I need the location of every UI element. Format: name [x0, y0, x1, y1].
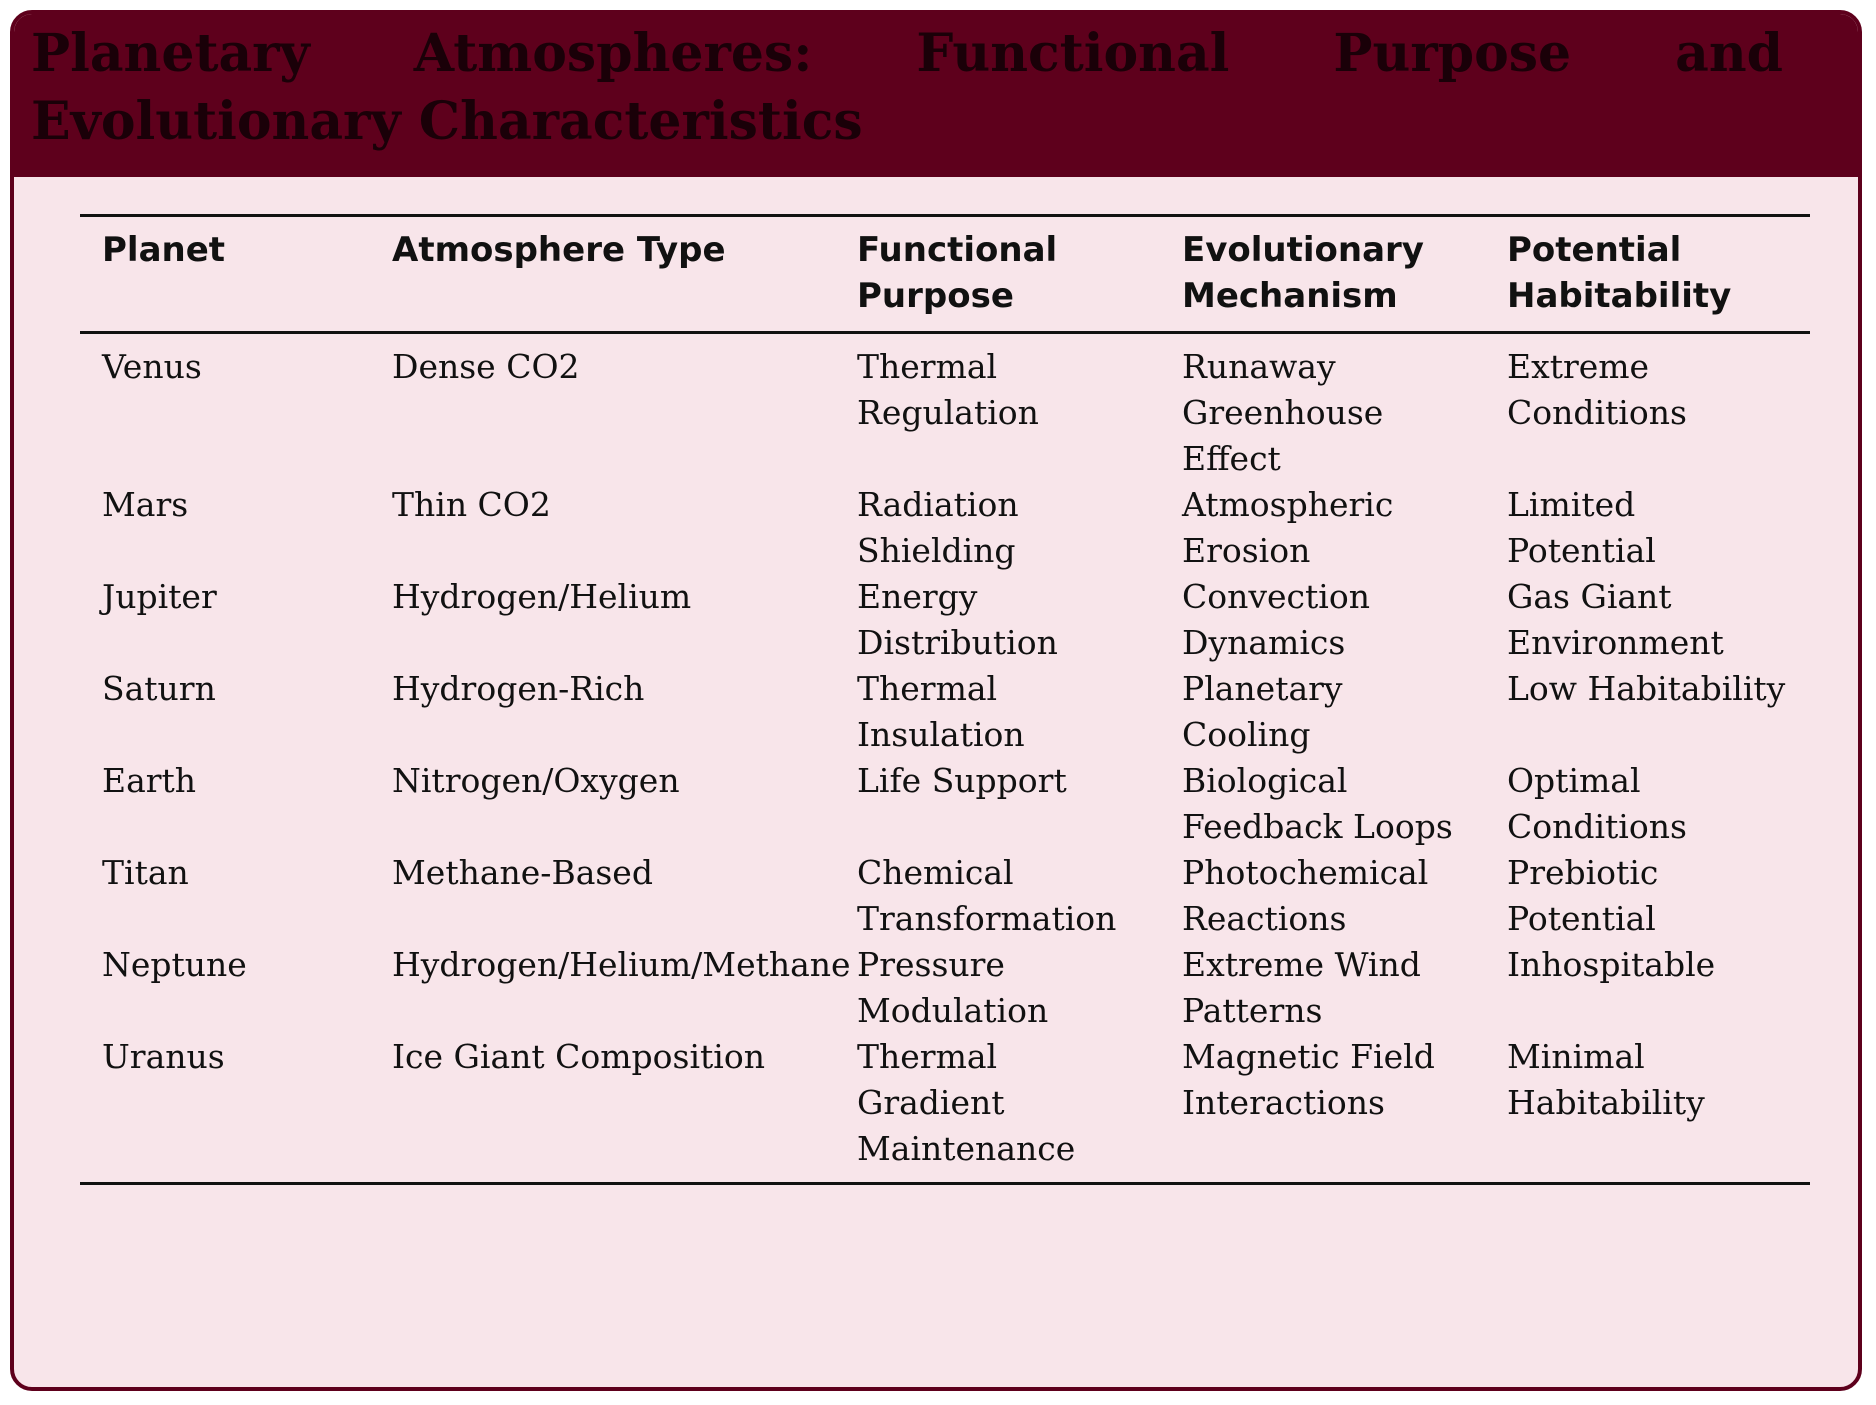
document-title: Planetary Atmospheres: Functional Purpos…	[31, 23, 1783, 152]
header-evolutionary-mechanism: Evolutionary Mechanism	[1182, 230, 1424, 316]
header-planet: Planet	[102, 230, 226, 270]
cell-functional-purpose: Thermal Regulation	[857, 347, 1039, 432]
table-row: Neptune Hydrogen/Helium/Methane Pressure…	[80, 942, 1810, 1034]
cell-planet: Earth	[102, 761, 197, 800]
cell-functional-purpose: Radiation Shielding	[857, 485, 1019, 570]
cell-potential-habitability: Gas Giant Environment	[1507, 577, 1724, 662]
table-container: Planet Atmosphere Type Functional Purpos…	[80, 214, 1810, 1185]
cell-evolutionary-mechanism: Magnetic Field Interactions	[1182, 1037, 1435, 1122]
table-row: Saturn Hydrogen-Rich Thermal Insulation …	[80, 666, 1810, 758]
cell-evolutionary-mechanism: Runaway Greenhouse Effect	[1182, 347, 1384, 478]
cell-atmosphere-type: Nitrogen/Oxygen	[392, 761, 680, 800]
table-row: Mars Thin CO2 Radiation Shielding Atmosp…	[80, 482, 1810, 574]
header-row: Planet Atmosphere Type Functional Purpos…	[80, 215, 1810, 333]
header-potential-habitability: Potential Habitability	[1507, 230, 1732, 316]
table-header: Planet Atmosphere Type Functional Purpos…	[80, 215, 1810, 333]
table-row: Venus Dense CO2 Thermal Regulation Runaw…	[80, 333, 1810, 483]
cell-functional-purpose: Life Support	[857, 761, 1067, 800]
cell-potential-habitability: Optimal Conditions	[1507, 761, 1687, 846]
cell-potential-habitability: Limited Potential	[1507, 485, 1656, 570]
title-bar: Planetary Atmospheres: Functional Purpos…	[14, 14, 1858, 177]
cell-evolutionary-mechanism: Atmospheric Erosion	[1182, 485, 1394, 570]
cell-planet: Mars	[102, 485, 189, 524]
cell-planet: Venus	[102, 347, 202, 386]
table-row: Earth Nitrogen/Oxygen Life Support Biolo…	[80, 758, 1810, 850]
cell-atmosphere-type: Hydrogen/Helium	[392, 577, 692, 616]
cell-functional-purpose: Pressure Modulation	[857, 945, 1049, 1030]
cell-functional-purpose: Chemical Transformation	[857, 853, 1117, 938]
cell-planet: Titan	[102, 853, 189, 892]
cell-evolutionary-mechanism: Photochemical Reactions	[1182, 853, 1429, 938]
cell-potential-habitability: Inhospitable	[1507, 945, 1716, 984]
cell-evolutionary-mechanism: Planetary Cooling	[1182, 669, 1343, 754]
cell-evolutionary-mechanism: Extreme Wind Patterns	[1182, 945, 1421, 1030]
cell-functional-purpose: Thermal Gradient Maintenance	[857, 1037, 1076, 1168]
cell-planet: Jupiter	[102, 577, 217, 616]
cell-functional-purpose: Energy Distribution	[857, 577, 1058, 662]
cell-atmosphere-type: Methane-Based	[392, 853, 653, 892]
header-functional-purpose: Functional Purpose	[857, 230, 1058, 316]
cell-atmosphere-type: Ice Giant Composition	[392, 1037, 765, 1076]
cell-atmosphere-type: Thin CO2	[392, 485, 551, 524]
table-row: Titan Methane-Based Chemical Transformat…	[80, 850, 1810, 942]
document-box: Planetary Atmospheres: Functional Purpos…	[10, 10, 1862, 1391]
cell-planet: Neptune	[102, 945, 247, 984]
table-body: Venus Dense CO2 Thermal Regulation Runaw…	[80, 333, 1810, 1184]
table-row: Jupiter Hydrogen/Helium Energy Distribut…	[80, 574, 1810, 666]
table-row: Uranus Ice Giant Composition Thermal Gra…	[80, 1034, 1810, 1184]
cell-evolutionary-mechanism: Convection Dynamics	[1182, 577, 1370, 662]
cell-potential-habitability: Prebiotic Potential	[1507, 853, 1659, 938]
cell-potential-habitability: Extreme Conditions	[1507, 347, 1687, 432]
cell-atmosphere-type: Dense CO2	[392, 347, 580, 386]
cell-atmosphere-type: Hydrogen/Helium/Methane	[392, 945, 851, 984]
header-atmosphere-type: Atmosphere Type	[392, 230, 726, 270]
cell-planet: Saturn	[102, 669, 216, 708]
cell-planet: Uranus	[102, 1037, 225, 1076]
cell-atmosphere-type: Hydrogen-Rich	[392, 669, 645, 708]
cell-potential-habitability: Minimal Habitability	[1507, 1037, 1705, 1122]
cell-potential-habitability: Low Habitability	[1507, 669, 1786, 708]
cell-evolutionary-mechanism: Biological Feedback Loops	[1182, 761, 1453, 846]
atmospheres-table: Planet Atmosphere Type Functional Purpos…	[80, 214, 1810, 1185]
cell-functional-purpose: Thermal Insulation	[857, 669, 1025, 754]
